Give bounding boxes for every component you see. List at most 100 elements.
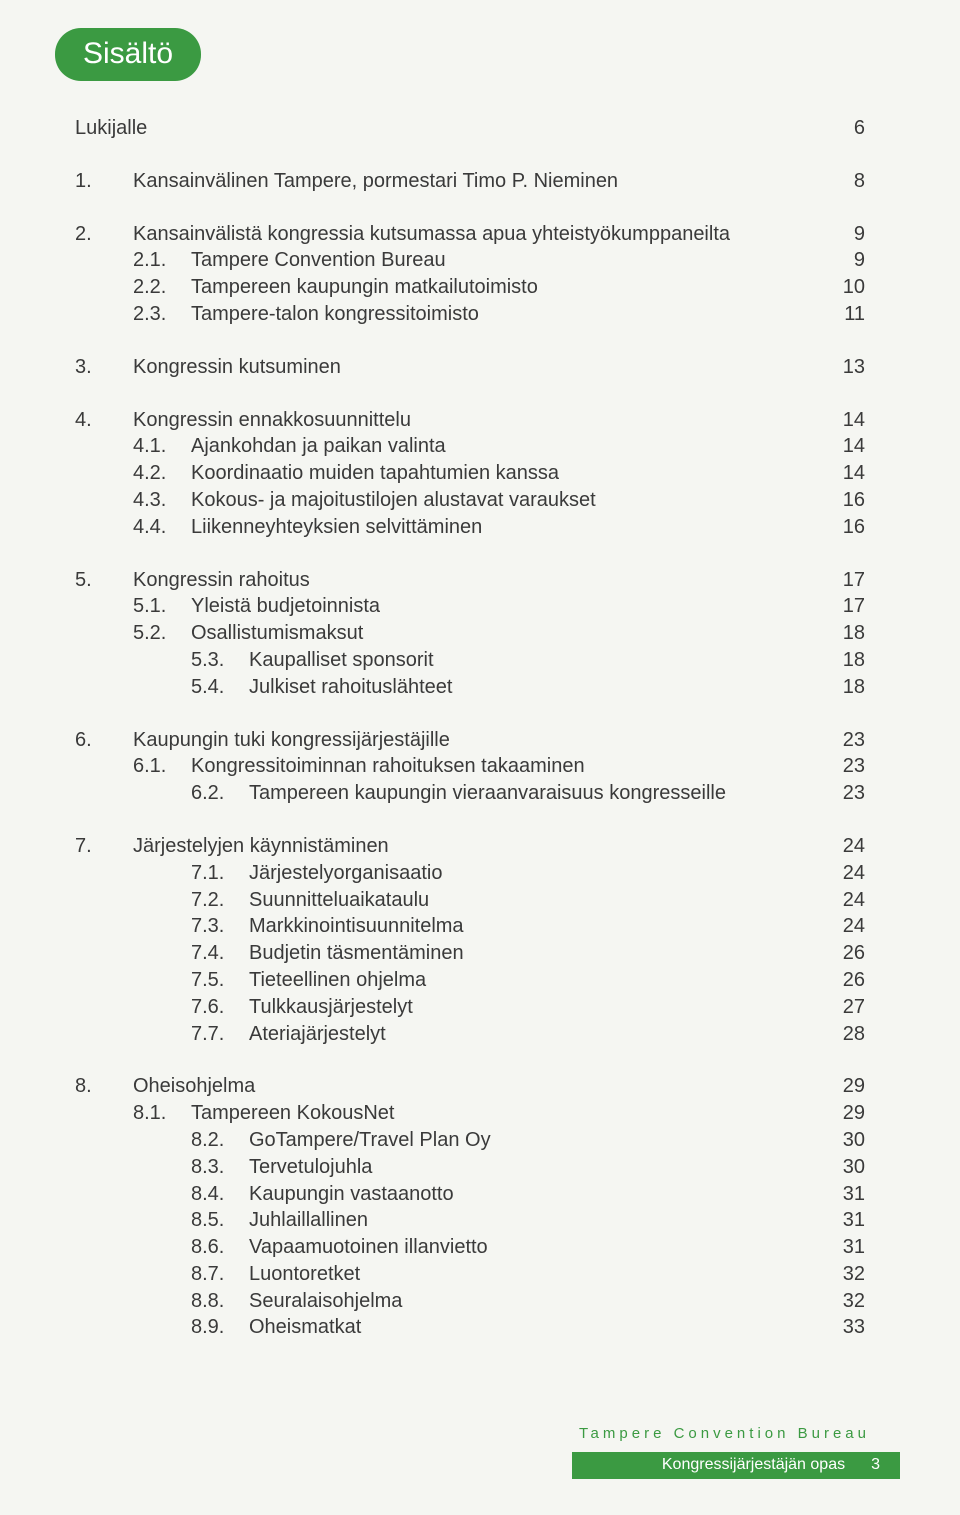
toc-number: 7. [75, 833, 133, 860]
toc-row: 8.7.Luontoretket32 [75, 1261, 865, 1288]
toc-number: 8.5. [191, 1207, 249, 1234]
toc-page: 31 [823, 1207, 865, 1234]
toc-page: 24 [823, 860, 865, 887]
toc-page: 28 [823, 1021, 865, 1048]
toc-title: Luontoretket [249, 1261, 823, 1288]
table-of-contents: Lukijalle61.Kansainvälinen Tampere, porm… [75, 115, 865, 1341]
toc-block: 3.Kongressin kutsuminen13 [75, 354, 865, 381]
toc-number: 3. [75, 354, 133, 381]
toc-number: 2.2. [133, 274, 191, 301]
toc-row: 6.Kaupungin tuki kongressijärjestäjille2… [75, 727, 865, 754]
toc-row: 4.3.Kokous- ja majoitustilojen alustavat… [75, 487, 865, 514]
toc-page: 31 [823, 1181, 865, 1208]
toc-number: 8. [75, 1073, 133, 1100]
toc-row: 7.2.Suunnitteluaikataulu24 [75, 887, 865, 914]
toc-title: Tampereen kaupungin vieraanvaraisuus kon… [249, 780, 823, 807]
toc-row: 8.9.Oheismatkat33 [75, 1314, 865, 1341]
toc-page: 10 [823, 274, 865, 301]
toc-title: Järjestelyjen käynnistäminen [133, 833, 823, 860]
toc-row: 4.2.Koordinaatio muiden tapahtumien kans… [75, 460, 865, 487]
toc-row: 8.1.Tampereen KokousNet29 [75, 1100, 865, 1127]
toc-title: Vapaamuotoinen illanvietto [249, 1234, 823, 1261]
toc-title: Kaupungin tuki kongressijärjestäjille [133, 727, 823, 754]
toc-page: 24 [823, 887, 865, 914]
toc-title: Kongressitoiminnan rahoituksen takaamine… [191, 753, 823, 780]
toc-title: Lukijalle [75, 115, 823, 142]
toc-row: 7.3.Markkinointisuunnitelma24 [75, 913, 865, 940]
toc-row: 7.Järjestelyjen käynnistäminen24 [75, 833, 865, 860]
toc-page: 13 [823, 354, 865, 381]
toc-page: 17 [823, 593, 865, 620]
toc-number: 8.9. [191, 1314, 249, 1341]
toc-number: 4.2. [133, 460, 191, 487]
toc-block: 8.Oheisohjelma298.1.Tampereen KokousNet2… [75, 1073, 865, 1341]
toc-row: 8.5.Juhlaillallinen31 [75, 1207, 865, 1234]
toc-page: 18 [823, 620, 865, 647]
toc-row: 1.Kansainvälinen Tampere, pormestari Tim… [75, 168, 865, 195]
toc-number: 4.3. [133, 487, 191, 514]
toc-number: 8.2. [191, 1127, 249, 1154]
toc-page: 9 [823, 247, 865, 274]
toc-number: 6.1. [133, 753, 191, 780]
toc-number: 5. [75, 567, 133, 594]
toc-block: 2.Kansainvälistä kongressia kutsumassa a… [75, 221, 865, 328]
toc-page: 26 [823, 940, 865, 967]
toc-number: 5.4. [191, 674, 249, 701]
toc-page: 31 [823, 1234, 865, 1261]
toc-row: 3.Kongressin kutsuminen13 [75, 354, 865, 381]
toc-row: 5.3.Kaupalliset sponsorit18 [75, 647, 865, 674]
toc-row: 4.Kongressin ennakkosuunnittelu14 [75, 407, 865, 434]
toc-page: 29 [823, 1073, 865, 1100]
toc-row: 5.1.Yleistä budjetoinnista17 [75, 593, 865, 620]
toc-title: Markkinointisuunnitelma [249, 913, 823, 940]
toc-page: 18 [823, 647, 865, 674]
toc-number: 7.6. [191, 994, 249, 1021]
toc-block: 6.Kaupungin tuki kongressijärjestäjille2… [75, 727, 865, 807]
footer-bar: Kongressijärjestäjän opas 3 [572, 1452, 900, 1479]
toc-page: 14 [823, 460, 865, 487]
toc-row: 8.3.Tervetulojuhla30 [75, 1154, 865, 1181]
toc-page: 32 [823, 1261, 865, 1288]
toc-title: Tervetulojuhla [249, 1154, 823, 1181]
toc-number: 2.3. [133, 301, 191, 328]
toc-number: 7.5. [191, 967, 249, 994]
toc-page: 18 [823, 674, 865, 701]
toc-block: 1.Kansainvälinen Tampere, pormestari Tim… [75, 168, 865, 195]
toc-number: 5.2. [133, 620, 191, 647]
toc-title: Yleistä budjetoinnista [191, 593, 823, 620]
toc-title: Kongressin kutsuminen [133, 354, 823, 381]
toc-page: 16 [823, 487, 865, 514]
toc-number: 5.3. [191, 647, 249, 674]
toc-title: Tampereen kaupungin matkailutoimisto [191, 274, 823, 301]
toc-row: 6.1.Kongressitoiminnan rahoituksen takaa… [75, 753, 865, 780]
toc-title: Kongressin rahoitus [133, 567, 823, 594]
toc-row: 7.5.Tieteellinen ohjelma26 [75, 967, 865, 994]
toc-row: 5.2.Osallistumismaksut18 [75, 620, 865, 647]
toc-page: 24 [823, 913, 865, 940]
toc-page: 11 [823, 301, 865, 328]
toc-page: 23 [823, 727, 865, 754]
toc-title: Ajankohdan ja paikan valinta [191, 433, 823, 460]
toc-page: 14 [823, 407, 865, 434]
toc-row: 7.4.Budjetin täsmentäminen26 [75, 940, 865, 967]
toc-row: 8.8.Seuralaisohjelma32 [75, 1288, 865, 1315]
section-badge: Sisältö [55, 28, 201, 81]
toc-title: Kokous- ja majoitustilojen alustavat var… [191, 487, 823, 514]
toc-page: 9 [823, 221, 865, 248]
toc-block: 4.Kongressin ennakkosuunnittelu144.1.Aja… [75, 407, 865, 541]
toc-title: Budjetin täsmentäminen [249, 940, 823, 967]
toc-row: 8.Oheisohjelma29 [75, 1073, 865, 1100]
toc-number: 7.1. [191, 860, 249, 887]
toc-title: Ateriajärjestelyt [249, 1021, 823, 1048]
toc-row: 8.4.Kaupungin vastaanotto31 [75, 1181, 865, 1208]
toc-page: 29 [823, 1100, 865, 1127]
toc-number: 8.1. [133, 1100, 191, 1127]
toc-row: 2.Kansainvälistä kongressia kutsumassa a… [75, 221, 865, 248]
toc-page: 32 [823, 1288, 865, 1315]
footer-tagline: Tampere Convention Bureau [572, 1425, 900, 1442]
toc-number: 5.1. [133, 593, 191, 620]
toc-title: Liikenneyhteyksien selvittäminen [191, 514, 823, 541]
toc-row: 7.7.Ateriajärjestelyt28 [75, 1021, 865, 1048]
toc-title: Kaupungin vastaanotto [249, 1181, 823, 1208]
toc-row: 6.2.Tampereen kaupungin vieraanvaraisuus… [75, 780, 865, 807]
